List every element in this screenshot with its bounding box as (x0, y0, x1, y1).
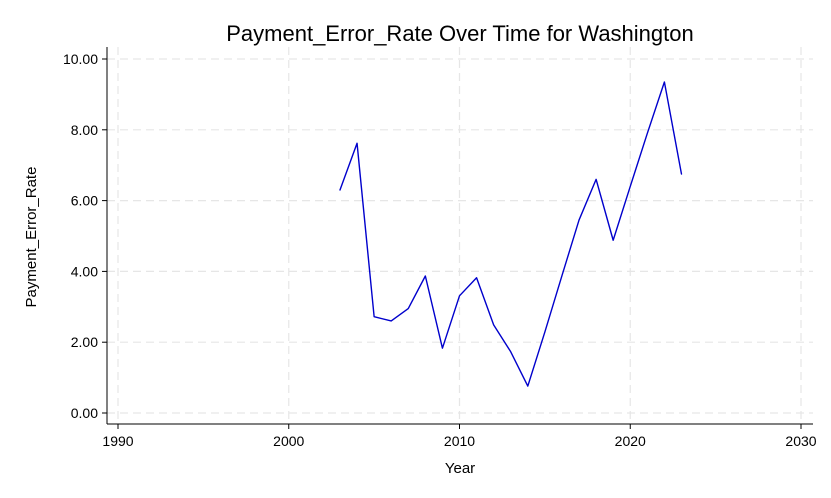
gridlines (107, 47, 813, 424)
y-tick-label: 8.00 (71, 122, 98, 138)
tick-marks-and-labels: 0.00 2.00 4.00 6.00 8.00 10.00 1990 2000 2010 202… (63, 51, 817, 449)
y-tick-label: 4.00 (71, 263, 98, 279)
data-series (339, 81, 683, 387)
x-tick-label: 2010 (444, 433, 475, 449)
y-tick-label: 10.00 (63, 51, 98, 67)
x-tick-label: 1990 (102, 433, 133, 449)
chart-title: Payment_Error_Rate Over Time for Washing… (226, 21, 693, 46)
series-line (339, 81, 683, 387)
x-tick-label: 2000 (273, 433, 304, 449)
x-tick-label: 2030 (785, 433, 816, 449)
y-tick-label: 2.00 (71, 334, 98, 350)
y-tick-label: 6.00 (71, 193, 98, 209)
x-tick-label: 2020 (615, 433, 646, 449)
y-tick-label: 0.00 (71, 405, 98, 421)
y-axis-title: Payment_Error_Rate (23, 167, 40, 308)
x-axis-title: Year (445, 460, 475, 477)
